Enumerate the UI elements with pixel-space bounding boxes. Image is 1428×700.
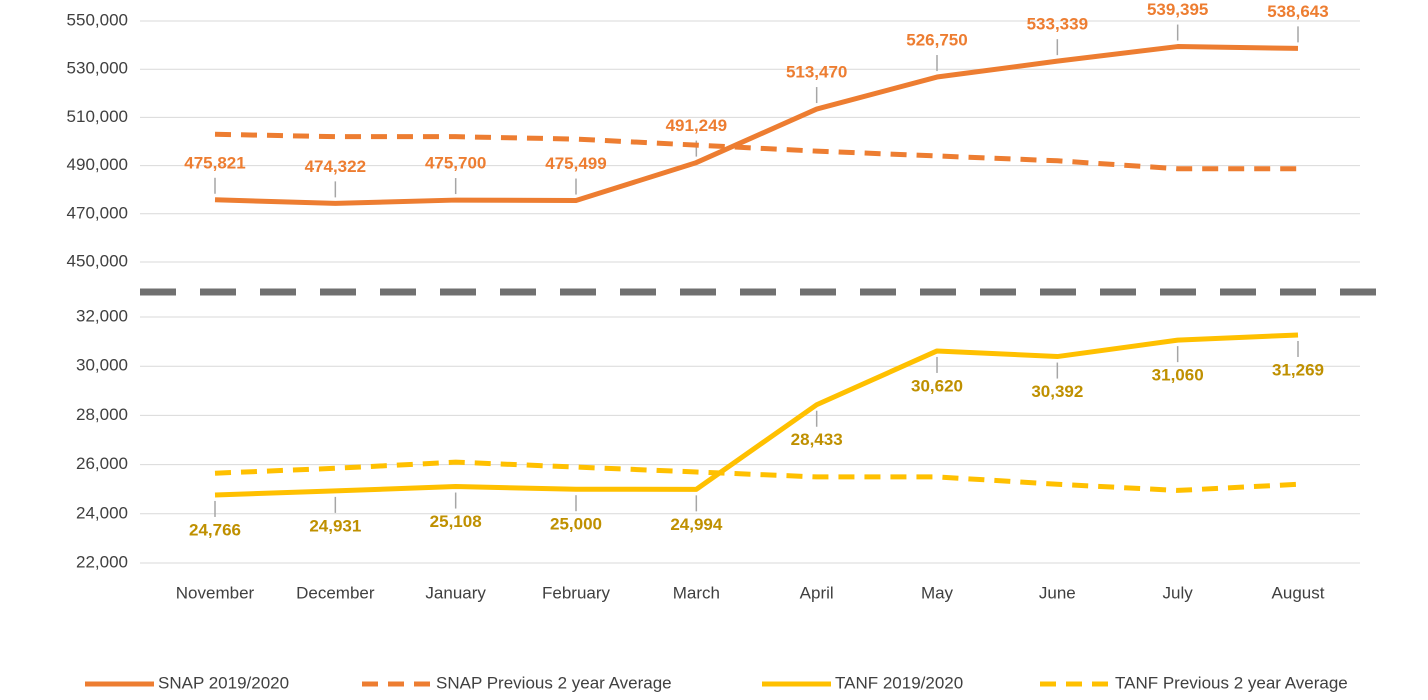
x-tick-label: July xyxy=(1163,583,1194,602)
legend-label: TANF 2019/2020 xyxy=(835,673,963,692)
y-tick-label: 22,000 xyxy=(76,552,128,571)
y-tick-label: 30,000 xyxy=(76,356,128,375)
data-label: 24,931 xyxy=(309,516,361,535)
data-label: 30,620 xyxy=(911,376,963,395)
y-tick-label: 550,000 xyxy=(67,10,128,29)
data-label: 539,395 xyxy=(1147,0,1208,19)
x-tick-label: February xyxy=(542,583,611,602)
data-label: 25,000 xyxy=(550,515,602,534)
legend-label: SNAP 2019/2020 xyxy=(158,673,289,692)
data-label: 31,060 xyxy=(1152,366,1204,385)
x-tick-label: April xyxy=(800,583,834,602)
data-label: 475,499 xyxy=(545,154,606,173)
data-label: 24,994 xyxy=(670,515,723,534)
x-tick-label: August xyxy=(1272,583,1325,602)
x-tick-label: November xyxy=(176,583,255,602)
x-tick-label: March xyxy=(673,583,720,602)
data-label: 474,322 xyxy=(305,157,366,176)
data-label: 28,433 xyxy=(791,430,843,449)
legend-label: SNAP Previous 2 year Average xyxy=(436,673,672,692)
data-label: 513,470 xyxy=(786,63,847,82)
x-tick-label: December xyxy=(296,583,375,602)
y-tick-label: 490,000 xyxy=(67,155,128,174)
y-tick-label: 24,000 xyxy=(76,503,128,522)
data-label: 538,643 xyxy=(1267,2,1328,21)
x-tick-label: May xyxy=(921,583,954,602)
y-tick-label: 470,000 xyxy=(67,203,128,222)
data-label: 491,249 xyxy=(666,116,727,135)
data-label: 526,750 xyxy=(906,31,967,50)
y-tick-label: 450,000 xyxy=(67,251,128,270)
series-line xyxy=(214,44,1299,206)
y-tick-label: 32,000 xyxy=(76,306,128,325)
x-tick-label: June xyxy=(1039,583,1076,602)
series-line xyxy=(214,332,1299,498)
series-line xyxy=(214,459,1299,493)
data-label: 30,392 xyxy=(1031,382,1083,401)
data-label: 31,269 xyxy=(1272,360,1324,379)
data-label: 475,821 xyxy=(184,153,245,172)
y-tick-label: 28,000 xyxy=(76,405,128,424)
legend-label: TANF Previous 2 year Average xyxy=(1115,673,1348,692)
data-label: 25,108 xyxy=(430,512,482,531)
series-line xyxy=(214,131,1298,172)
y-tick-label: 26,000 xyxy=(76,454,128,473)
data-label: 533,339 xyxy=(1027,15,1088,34)
data-label: 24,766 xyxy=(189,520,241,539)
y-tick-label: 510,000 xyxy=(67,107,128,126)
y-tick-label: 530,000 xyxy=(67,59,128,78)
x-tick-label: January xyxy=(425,583,486,602)
data-label: 475,700 xyxy=(425,154,486,173)
